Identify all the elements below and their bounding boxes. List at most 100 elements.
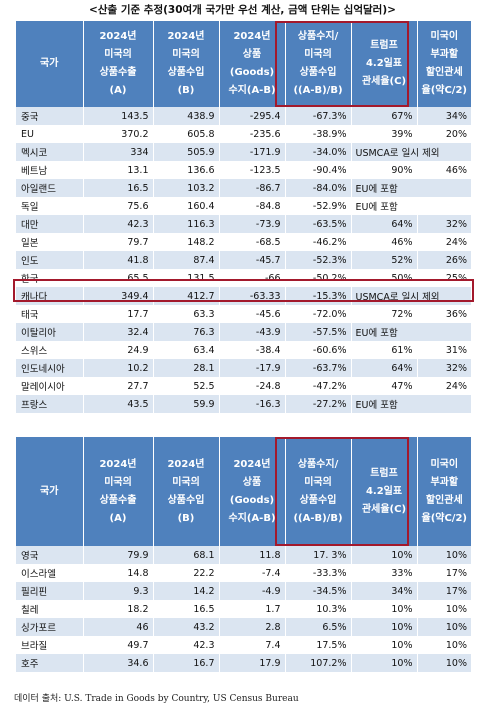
country-cell: 중국 <box>16 107 84 125</box>
column-header-line: 관세율(C) <box>361 76 407 87</box>
value-cell: -68.5 <box>219 233 286 251</box>
value-cell: -34.0% <box>285 143 352 161</box>
column-header-line: ((A-B)/B) <box>293 85 343 96</box>
value-cell: 61% <box>351 341 418 359</box>
table-row: 브라질 49.7 42.3 7.4 17.5% 10% 10% <box>16 636 471 654</box>
table-row: EU 370.2 605.8 -235.6 -38.9% 39% 20% <box>16 125 471 143</box>
value-cell: 10% <box>351 546 418 564</box>
value-cell: 52.5 <box>153 377 220 395</box>
country-cell: 싱가포르 <box>16 618 84 636</box>
value-cell: 1.7 <box>219 600 286 618</box>
column-header: 트럼프 4.2일표 관세율(C) <box>351 21 418 107</box>
value-cell: -84.8 <box>219 197 286 215</box>
column-header-line: 미국의 <box>104 476 132 488</box>
column-header-line: 상품수입 <box>299 494 337 506</box>
value-cell: -90.4% <box>285 161 352 179</box>
table-row: 싱가포르 46 43.2 2.8 6.5% 10% 10% <box>16 618 471 636</box>
value-cell: -50.2% <box>285 269 352 287</box>
column-header: 2024년 미국의 상품수입 (B) <box>153 21 220 107</box>
table-row: 멕시코 334 505.9 -171.9 -34.0% USMCA로 일시 제외 <box>16 143 471 161</box>
value-cell: 79.9 <box>83 546 154 564</box>
value-cell: 370.2 <box>83 125 154 143</box>
column-header: 2024년 상품 (Goods) 수지(A-B) <box>219 437 286 546</box>
value-cell: 87.4 <box>153 251 220 269</box>
value-cell: 10.2 <box>83 359 154 377</box>
column-header-line: (Goods) <box>229 494 275 506</box>
column-header: 국가 <box>16 437 84 546</box>
value-cell: 136.6 <box>153 161 220 179</box>
value-cell: 2.8 <box>219 618 286 636</box>
column-header-line: 상품 <box>242 476 262 488</box>
table-row: 캐나다 349.4 412.7 -63.33 -15.3% USMCA로 일시 제외 <box>16 287 471 305</box>
value-cell: -38.4 <box>219 341 286 359</box>
value-cell: -34.5% <box>285 582 352 600</box>
table-row: 태국 17.7 63.3 -45.6 -72.0% 72% 36% <box>16 305 471 323</box>
column-header-line: 상품 <box>242 49 262 60</box>
table-row: 한국 65.5 131.5 -66 -50.2% 50% 25% <box>16 269 471 287</box>
column-header-line: 미국의 <box>172 476 200 488</box>
value-cell: -24.8 <box>219 377 286 395</box>
country-cell: 인도 <box>16 251 84 269</box>
column-header-line: 미국의 <box>304 476 332 488</box>
column-header-line: 미국의 <box>104 49 132 60</box>
column-header-line: 율(약C/2) <box>421 85 468 96</box>
value-cell: 17.7 <box>83 305 154 323</box>
value-cell: 10% <box>417 636 471 654</box>
value-cell: 7.4 <box>219 636 286 654</box>
value-cell: 438.9 <box>153 107 220 125</box>
value-cell: 49.7 <box>83 636 154 654</box>
value-cell: 32% <box>417 215 471 233</box>
data-source-note: 데이터 출처: U.S. Trade in Goods by Country, … <box>14 694 299 704</box>
table-row: 이탈리아 32.4 76.3 -43.9 -57.5% EU에 포함 <box>16 323 471 341</box>
column-header-line: 2024년 <box>233 31 271 42</box>
column-header: 2024년 미국의 상품수출 (A) <box>83 21 154 107</box>
value-cell: -73.9 <box>219 215 286 233</box>
column-header-line: 2024년 <box>233 458 271 470</box>
value-cell: 43.2 <box>153 618 220 636</box>
value-cell: 10% <box>351 618 418 636</box>
country-cell: 호주 <box>16 654 84 672</box>
value-cell: 116.3 <box>153 215 220 233</box>
column-header-line: 미국의 <box>304 49 332 60</box>
value-cell: -63.5% <box>285 215 352 233</box>
column-header-line: 할인관세 <box>425 494 463 506</box>
value-cell: 148.2 <box>153 233 220 251</box>
value-cell: 13.1 <box>83 161 154 179</box>
column-header-line: 상품수입 <box>167 67 205 78</box>
column-header-line: 할인관세 <box>425 67 463 78</box>
table-row: 프랑스 43.5 59.9 -16.3 -27.2% EU에 포함 <box>16 395 471 413</box>
country-cell: 독일 <box>16 197 84 215</box>
column-header-line: 미국이 <box>430 458 459 470</box>
country-cell: 영국 <box>16 546 84 564</box>
value-cell: 160.4 <box>153 197 220 215</box>
table-row: 중국 143.5 438.9 -295.4 -67.3% 67% 34% <box>16 107 471 125</box>
value-cell: 10% <box>351 654 418 672</box>
column-header-line: 상품수지/ <box>297 458 339 470</box>
value-cell: 34% <box>417 107 471 125</box>
column-header-line: 트럼프 <box>370 40 398 51</box>
value-cell: 11.8 <box>219 546 286 564</box>
value-cell: 50% <box>351 269 418 287</box>
value-cell: -67.3% <box>285 107 352 125</box>
value-cell: 505.9 <box>153 143 220 161</box>
value-cell: -38.9% <box>285 125 352 143</box>
value-cell: 349.4 <box>83 287 154 305</box>
country-cell: 인도네시아 <box>16 359 84 377</box>
value-cell: 10% <box>351 636 418 654</box>
country-cell: 베트남 <box>16 161 84 179</box>
country-cell: 브라질 <box>16 636 84 654</box>
value-cell: -63.33 <box>219 287 286 305</box>
column-header-line: 부과할 <box>430 476 459 488</box>
value-cell: 16.5 <box>83 179 154 197</box>
value-cell: 131.5 <box>153 269 220 287</box>
column-header-line: 국가 <box>40 58 59 69</box>
column-header-line: 미국의 <box>172 49 200 60</box>
column-header: 상품수지/미국의 상품수입 ((A-B)/B) <box>285 437 352 546</box>
column-header: 트럼프 4.2일표 관세율(C) <box>351 437 418 546</box>
value-cell: 52% <box>351 251 418 269</box>
value-cell: 10% <box>417 600 471 618</box>
table-row: 호주 34.6 16.7 17.9 107.2% 10% 10% <box>16 654 471 672</box>
column-header: 국가 <box>16 21 84 107</box>
column-header-line: 율(약C/2) <box>421 512 468 524</box>
value-cell: 16.5 <box>153 600 220 618</box>
